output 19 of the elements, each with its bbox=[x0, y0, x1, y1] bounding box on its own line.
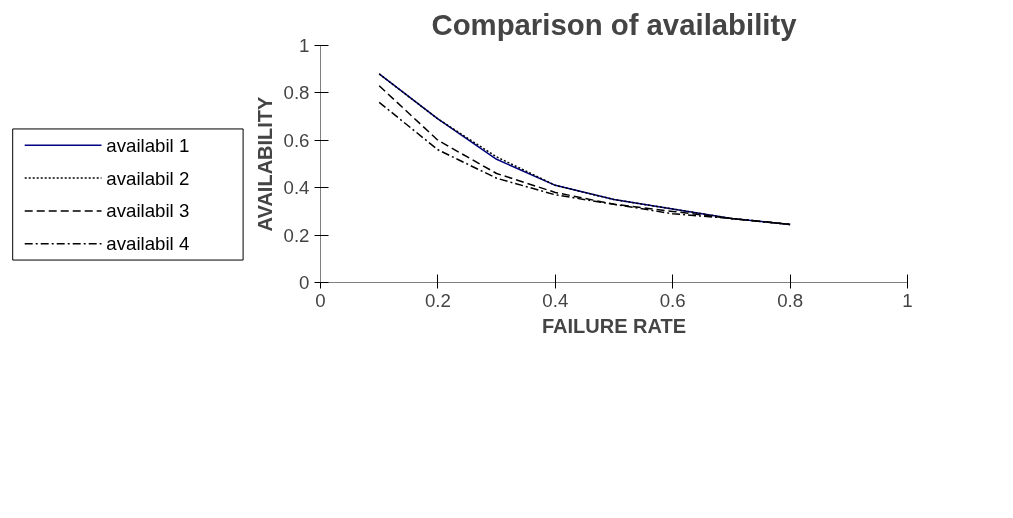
legend-label: availabil 3 bbox=[106, 200, 190, 222]
y-tick-label: 0 bbox=[299, 272, 310, 293]
x-axis-title: FAILURE RATE bbox=[541, 314, 687, 337]
x-tick-label: 1 bbox=[902, 289, 913, 311]
y-tick-label: 0.4 bbox=[283, 177, 310, 199]
y-axis-title: AVAILABILITY bbox=[253, 95, 276, 232]
chart-title: Comparison of availability bbox=[431, 7, 798, 41]
x-tick-label: 0.4 bbox=[542, 289, 569, 311]
y-tick-label: 0.8 bbox=[283, 82, 310, 104]
x-tick-label: 0.6 bbox=[659, 289, 686, 311]
legend-label: availabil 1 bbox=[106, 134, 190, 156]
legend-label: availabil 4 bbox=[106, 233, 190, 255]
x-tick-label: 0.2 bbox=[424, 289, 451, 311]
legend-label: availabil 2 bbox=[106, 167, 190, 189]
x-tick-label: 0 bbox=[315, 289, 326, 311]
y-tick-label: 0.2 bbox=[283, 224, 310, 246]
x-tick-label: 0.8 bbox=[777, 289, 804, 311]
y-tick-label: 1 bbox=[299, 35, 310, 56]
y-tick-label: 0.6 bbox=[283, 129, 310, 151]
